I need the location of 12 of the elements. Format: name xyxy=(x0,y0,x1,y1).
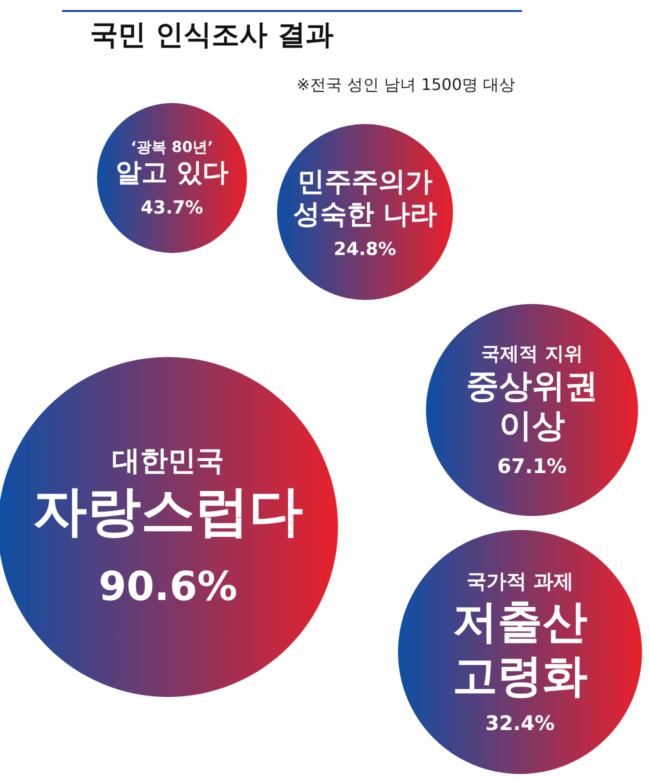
text: ※전국 성인 남녀 1500명 대상 xyxy=(296,75,515,94)
category-label: 대한민국 자랑스럽다 xyxy=(33,444,303,542)
category-label: 국가적 과제 저출산 고령화 xyxy=(452,569,588,702)
category-label: 민주주의가 성숙한 나라 xyxy=(292,166,438,230)
data-label: 24.8% xyxy=(334,239,396,260)
data-label: 43.7% xyxy=(140,197,204,218)
category-label: 국제적 지위 중상위권 이상 xyxy=(466,343,598,444)
data-label: 90.6% xyxy=(98,564,238,610)
text: 국민 인식조사 결과 xyxy=(90,18,334,51)
data-label: 32.4% xyxy=(485,711,555,735)
data-label: 67.1% xyxy=(497,454,567,478)
category-label: ‘광복 80년’ 알고 있다 xyxy=(115,138,229,188)
